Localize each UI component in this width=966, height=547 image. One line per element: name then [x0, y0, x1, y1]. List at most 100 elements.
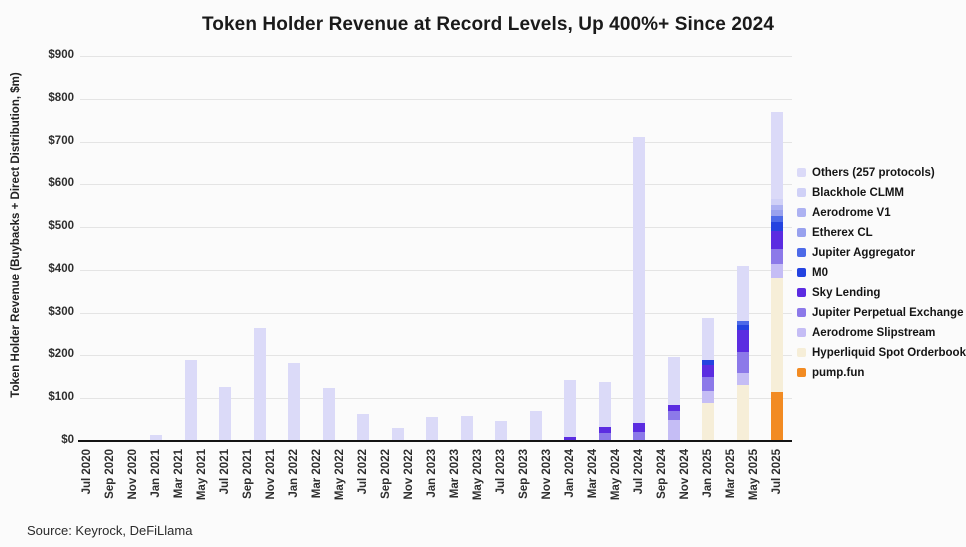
x-tick-label: Mar 2023: [449, 449, 461, 499]
bar-segment: [426, 417, 438, 441]
x-tick-label: May 2022: [334, 449, 346, 501]
y-tick-label: $300: [48, 305, 74, 318]
y-tick-label: $400: [48, 262, 74, 275]
bar-segment: [736, 266, 749, 322]
legend-item: Blackhole CLMM: [797, 186, 966, 199]
bar-segment: [667, 411, 680, 420]
x-tick-label: Sep 2024: [656, 449, 668, 499]
bar-segment: [736, 329, 749, 353]
bar-apr-2024: [598, 381, 611, 441]
x-tick-label: Nov 2022: [403, 449, 415, 500]
x-tick-label: Sep 2023: [518, 449, 530, 499]
legend-swatch: [797, 168, 806, 177]
bar-segment: [702, 376, 714, 391]
bar-segment: [771, 215, 783, 222]
bar-segment: [771, 248, 783, 265]
legend-label: Others (257 protocols): [812, 166, 935, 179]
bar-segment: [391, 428, 404, 441]
legend-swatch: [797, 208, 806, 217]
bar-segment: [736, 321, 749, 325]
legend-swatch: [797, 268, 806, 277]
legend-label: M0: [812, 266, 828, 279]
bar-segment: [736, 385, 749, 441]
bar-jul-2023: [495, 420, 507, 441]
bar-segment: [667, 404, 680, 412]
legend-label: Aerodrome Slipstream: [812, 326, 936, 339]
y-tick-label: $700: [48, 134, 74, 147]
bar-segment: [771, 391, 783, 441]
legend-item: Jupiter Aggregator: [797, 246, 966, 259]
bar-jul-2021: [219, 386, 231, 441]
legend-swatch: [797, 368, 806, 377]
legend-label: Blackhole CLMM: [812, 186, 905, 199]
y-tick-label: $600: [48, 177, 74, 190]
bar-segment: [633, 137, 645, 424]
legend-item: M0: [797, 266, 966, 279]
x-tick-label: Jan 2023: [426, 449, 438, 498]
bar-segment: [771, 210, 783, 216]
legend-label: Jupiter Perpetual Exchange: [812, 306, 964, 319]
bar-oct-2024: [667, 357, 680, 441]
bar-segment: [633, 423, 645, 433]
legend-label: Aerodrome V1: [812, 206, 891, 219]
bar-segment: [771, 199, 783, 206]
legend-label: pump.fun: [812, 366, 865, 379]
bar-segment: [219, 386, 231, 441]
y-tick-label: $800: [48, 91, 74, 104]
bar-segment: [667, 419, 680, 441]
bar-jan-2025: [702, 317, 714, 441]
x-tick-label: Jan 2025: [702, 449, 714, 498]
x-tick-label: Nov 2024: [679, 449, 691, 500]
bar-segment: [771, 231, 783, 249]
legend-item: Others (257 protocols): [797, 166, 966, 179]
legend-swatch: [797, 288, 806, 297]
gridline: [80, 56, 792, 57]
gridline: [80, 227, 792, 229]
x-tick-label: Mar 2021: [173, 449, 185, 499]
bar-oct-2022: [391, 428, 404, 441]
bar-segment: [495, 420, 507, 441]
x-axis-line: [78, 440, 792, 442]
x-tick-label: Jan 2022: [288, 449, 300, 498]
bar-segment: [598, 426, 611, 434]
bar-segment: [529, 411, 542, 441]
gridline: [80, 98, 792, 100]
y-tick-label: $100: [48, 391, 74, 404]
bar-jan-2022: [288, 362, 300, 441]
bar-jul-2022: [357, 414, 369, 441]
y-tick-label: $0: [61, 434, 74, 446]
gridline: [80, 355, 792, 357]
x-tick-label: May 2024: [610, 449, 622, 501]
x-tick-label: May 2023: [472, 449, 484, 501]
bar-segment: [702, 317, 714, 361]
x-tick-label: Nov 2023: [541, 449, 553, 500]
bar-oct-2021: [253, 327, 266, 441]
legend-label: Sky Lending: [812, 286, 881, 299]
bar-segment: [288, 362, 300, 441]
legend-swatch: [797, 308, 806, 317]
legend-item: Sky Lending: [797, 286, 966, 299]
legend-item: Jupiter Perpetual Exchange: [797, 306, 966, 319]
legend-item: Aerodrome V1: [797, 206, 966, 219]
bar-segment: [253, 327, 266, 441]
bar-segment: [771, 205, 783, 211]
legend-swatch: [797, 188, 806, 197]
gridline: [80, 398, 792, 400]
legend-item: Etherex CL: [797, 226, 966, 239]
gridline: [80, 269, 792, 271]
x-tick-label: May 2021: [196, 449, 208, 501]
bar-segment: [598, 381, 611, 427]
y-tick-label: $500: [48, 220, 74, 233]
x-tick-label: Mar 2025: [725, 449, 737, 499]
bar-segment: [736, 324, 749, 330]
bar-segment: [357, 414, 369, 441]
bar-jan-2021: [150, 434, 162, 441]
x-tick-label: Jul 2021: [219, 449, 231, 495]
gridline: [80, 184, 792, 186]
x-tick-label: Jul 2023: [495, 449, 507, 495]
bar-segment: [598, 433, 611, 441]
y-tick-label: $900: [48, 49, 74, 61]
bar-segment: [150, 434, 162, 441]
x-tick-label: Jul 2022: [357, 449, 369, 495]
